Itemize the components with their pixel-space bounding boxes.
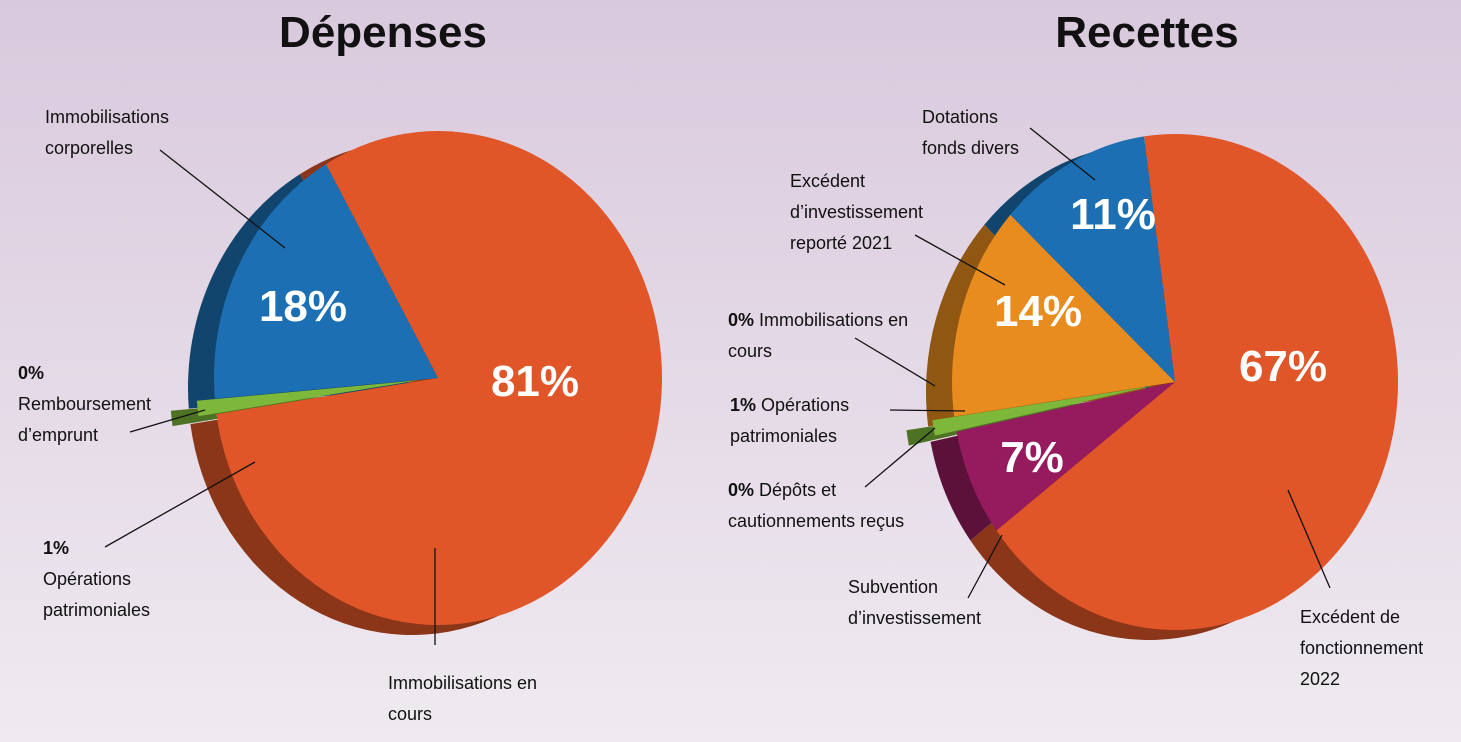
leader-line bbox=[854, 337, 936, 387]
label-name: Immobilisations en cours bbox=[388, 673, 538, 724]
slice-percent: 7% bbox=[1000, 433, 1064, 482]
label-percent: 0% bbox=[18, 363, 45, 383]
slice bbox=[996, 134, 1398, 630]
leader-line bbox=[864, 427, 936, 488]
slice bbox=[196, 380, 421, 417]
label-name: Immobilisations corporelles bbox=[45, 107, 170, 158]
label-name: Remboursement d’emprunt bbox=[18, 394, 152, 445]
slice-label: Excédent d’investissement reporté 2021 bbox=[790, 166, 955, 259]
slice bbox=[932, 385, 1154, 436]
leader-line bbox=[104, 461, 256, 548]
leader-line bbox=[1287, 489, 1331, 589]
slice-label: Subvention d’investissement bbox=[848, 572, 1008, 634]
slice-percent: 11% bbox=[1070, 190, 1156, 239]
slice-label: Immobilisations en cours bbox=[388, 668, 538, 730]
slice-label: Dotations fonds divers bbox=[922, 102, 1037, 164]
label-percent: 0% bbox=[728, 310, 755, 330]
leader-line bbox=[914, 234, 1006, 286]
slice-percent: 14% bbox=[993, 287, 1083, 336]
leader-line bbox=[129, 409, 206, 433]
slice bbox=[216, 131, 662, 625]
label-name: Excédent d’investissement reporté 2021 bbox=[790, 171, 924, 253]
slice-percent: 81% bbox=[490, 357, 580, 406]
label-percent: 0% bbox=[728, 480, 755, 500]
slice bbox=[1010, 136, 1175, 382]
slice-percent: 67% bbox=[1238, 342, 1328, 391]
slice bbox=[956, 382, 1175, 531]
slice-label: 1% Opérations patrimoniales bbox=[730, 390, 880, 452]
leader-line bbox=[967, 534, 1003, 599]
slice-label: 0% Remboursement d’emprunt bbox=[18, 358, 193, 451]
slice bbox=[214, 164, 438, 399]
slice-label: 1% Opérations patrimoniales bbox=[43, 533, 183, 626]
slice-label: Excédent de fonctionnement 2022 bbox=[1300, 602, 1455, 695]
chart-title: Recettes bbox=[1055, 8, 1239, 57]
leader-line bbox=[1029, 127, 1096, 181]
label-name: Immobilisations en cours bbox=[728, 310, 909, 361]
slice-percent: 18% bbox=[258, 282, 348, 331]
slice bbox=[952, 214, 1175, 417]
leader-line bbox=[889, 409, 966, 412]
label-percent: 1% bbox=[43, 538, 70, 558]
chart-title: Dépenses bbox=[279, 8, 487, 57]
leader-line bbox=[159, 149, 286, 249]
label-name: Dépôts et cautionnements reçus bbox=[728, 480, 905, 531]
slice-label: 0% Dépôts et cautionnements reçus bbox=[728, 475, 938, 537]
label-name: Opérations patrimoniales bbox=[730, 395, 850, 446]
label-name: Dotations fonds divers bbox=[922, 107, 1020, 158]
label-name: Subvention d’investissement bbox=[848, 577, 982, 628]
label-name: Excédent de fonctionnement 2022 bbox=[1300, 607, 1424, 689]
slice-label: Immobilisations corporelles bbox=[45, 102, 205, 164]
label-name: Opérations patrimoniales bbox=[43, 569, 151, 620]
label-percent: 1% bbox=[730, 395, 757, 415]
slice-label: 0% Immobilisations en cours bbox=[728, 305, 928, 367]
